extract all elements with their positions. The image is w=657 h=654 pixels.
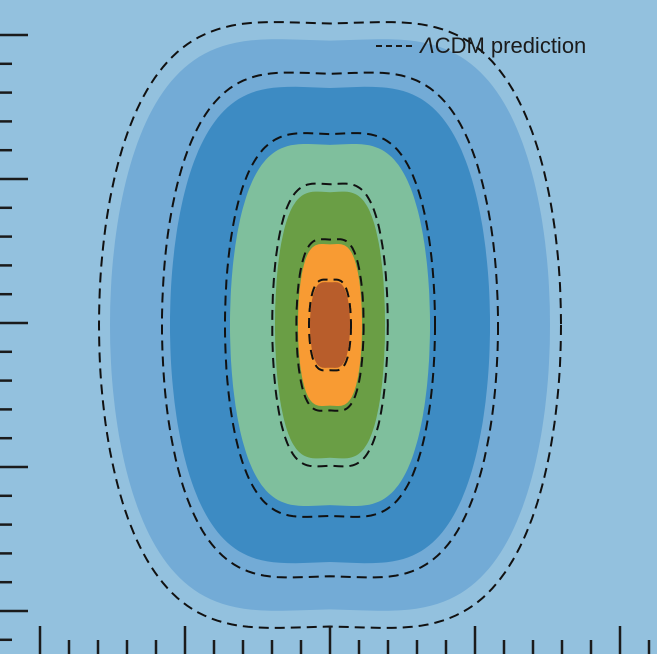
prediction-contour-3 [224,132,436,518]
prediction-contour-6 [308,278,352,372]
legend-symbol: Λ [420,33,435,58]
prediction-contour-5 [295,238,365,412]
legend-dash-line [376,45,412,47]
axis-ticks [0,33,651,654]
legend-text: CDM prediction [434,33,587,58]
prediction-contours [97,21,563,629]
legend: ΛCDM prediction [376,33,586,59]
contour-level-6 [310,282,350,368]
filled-contours [110,39,550,611]
prediction-contour-4 [271,182,389,468]
legend-label: ΛCDM prediction [420,33,586,59]
prediction-contour-2 [161,71,499,579]
prediction-contour-1 [97,21,563,629]
